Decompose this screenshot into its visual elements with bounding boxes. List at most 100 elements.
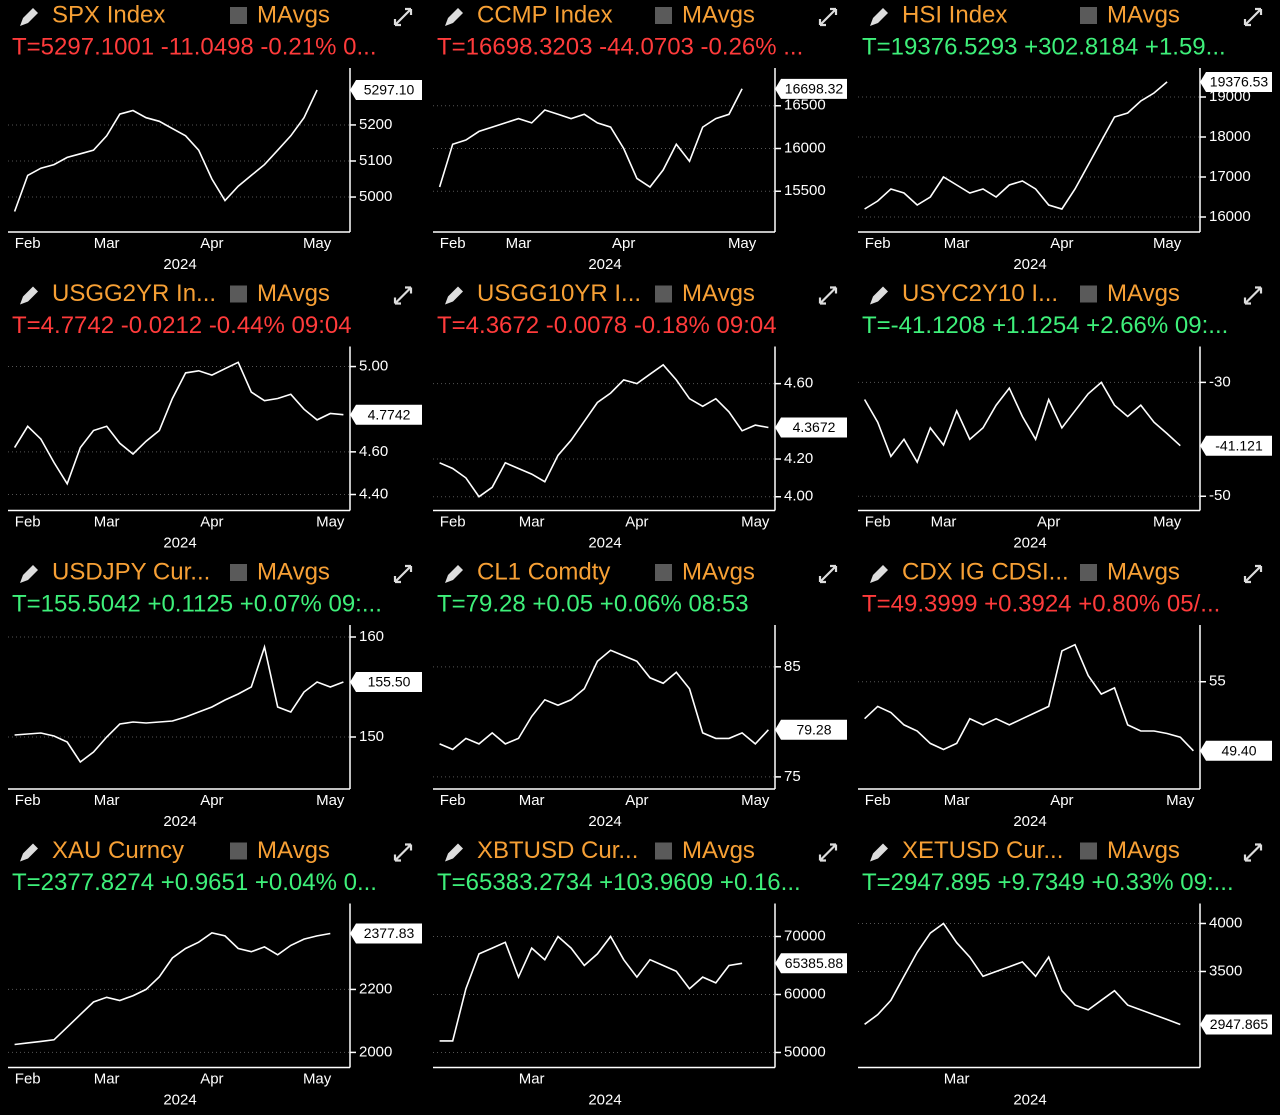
y-tick-label: 4.60	[784, 375, 813, 392]
quote-line: T=16698.3203 -44.0703 -0.26% ...	[437, 33, 803, 60]
last-price-label: 79.28	[796, 721, 831, 737]
x-tick-label: Mar	[519, 792, 545, 809]
x-tick-label: Feb	[865, 792, 891, 809]
y-tick-label: 85	[784, 658, 801, 675]
x-tick-label: Mar	[944, 792, 970, 809]
price-line	[864, 922, 1181, 1026]
price-line	[438, 88, 743, 189]
price-line	[864, 643, 1194, 752]
toggle-label[interactable]: MAvgs	[257, 837, 330, 864]
toggle-checkbox[interactable]	[230, 7, 247, 24]
toggle-checkbox[interactable]	[655, 842, 672, 860]
y-tick-label: 16000	[784, 139, 826, 156]
last-price-box	[1200, 435, 1272, 456]
expand-icon[interactable]	[818, 564, 838, 584]
toggle-label[interactable]: MAvgs	[1107, 558, 1180, 585]
toggle-checkbox[interactable]	[655, 7, 672, 24]
y-tick-label: 55	[1209, 673, 1226, 690]
panel-title: USYC2Y10 I...	[902, 280, 1058, 307]
toggle-label[interactable]: MAvgs	[1107, 837, 1180, 864]
x-axis-label: 2024	[163, 813, 196, 830]
last-price-label: 16698.32	[785, 81, 844, 97]
price-line	[439, 935, 743, 1042]
y-tick-label: 5000	[359, 188, 392, 205]
y-tick-label: 150	[359, 728, 384, 745]
toggle-checkbox[interactable]	[230, 285, 247, 303]
last-price-box	[350, 404, 422, 425]
price-line	[14, 931, 331, 1046]
price-line	[13, 361, 344, 486]
x-tick-label: Mar	[94, 1070, 120, 1087]
expand-icon[interactable]	[818, 286, 838, 305]
x-tick-label: Mar	[506, 235, 532, 252]
toggle-label[interactable]: MAvgs	[1107, 1, 1180, 28]
x-axis-label: 2024	[163, 534, 196, 551]
expand-icon[interactable]	[1243, 564, 1263, 584]
x-tick-label: Apr	[200, 513, 223, 530]
toggle-checkbox[interactable]	[230, 564, 247, 581]
panel-title: USDJPY Cur...	[52, 558, 210, 585]
panel-title: XAU Curncy	[52, 837, 184, 864]
toggle-label[interactable]: MAvgs	[682, 280, 755, 307]
y-tick-label: 70000	[784, 927, 826, 944]
y-tick-label: 18000	[1209, 128, 1251, 145]
edit-icon[interactable]	[870, 286, 888, 305]
toggle-checkbox[interactable]	[1080, 285, 1097, 303]
expand-icon[interactable]	[393, 843, 413, 862]
edit-icon[interactable]	[445, 286, 463, 305]
quote-line: T=5297.1001 -11.0498 -0.21% 0...	[12, 33, 377, 60]
panel-title: CCMP Index	[477, 1, 613, 28]
quote-line: T=19376.5293 +302.8184 +1.59...	[862, 33, 1226, 60]
toggle-label[interactable]: MAvgs	[1107, 280, 1180, 307]
toggle-checkbox[interactable]	[1080, 7, 1097, 24]
edit-icon[interactable]	[870, 8, 888, 26]
last-price-label: 4.3672	[793, 419, 836, 435]
edit-icon[interactable]	[20, 565, 38, 583]
edit-icon[interactable]	[445, 843, 463, 862]
x-tick-label: Feb	[865, 235, 891, 252]
expand-icon[interactable]	[1243, 7, 1263, 27]
last-price-box	[1200, 71, 1272, 92]
toggle-checkbox[interactable]	[230, 842, 247, 860]
toggle-label[interactable]: MAvgs	[682, 1, 755, 28]
x-tick-label: Apr	[200, 792, 223, 809]
expand-icon[interactable]	[818, 7, 838, 27]
y-tick-label: 3500	[1209, 962, 1242, 979]
x-axis-label: 2024	[163, 256, 196, 273]
expand-icon[interactable]	[393, 564, 413, 584]
expand-icon[interactable]	[393, 286, 413, 305]
edit-icon[interactable]	[20, 8, 38, 26]
x-tick-label: Apr	[1050, 235, 1073, 252]
edit-icon[interactable]	[445, 8, 463, 26]
toggle-label[interactable]: MAvgs	[682, 558, 755, 585]
x-tick-label: May	[316, 792, 345, 809]
x-tick-label: Feb	[15, 1070, 41, 1087]
edit-icon[interactable]	[20, 843, 38, 862]
y-tick-label: 16000	[1209, 208, 1251, 225]
toggle-label[interactable]: MAvgs	[257, 558, 330, 585]
expand-icon[interactable]	[393, 7, 413, 27]
edit-icon[interactable]	[445, 565, 463, 583]
expand-icon[interactable]	[1243, 843, 1263, 862]
toggle-checkbox[interactable]	[655, 285, 672, 303]
toggle-label[interactable]: MAvgs	[682, 837, 755, 864]
toggle-checkbox[interactable]	[1080, 564, 1097, 581]
toggle-checkbox[interactable]	[655, 564, 672, 581]
expand-icon[interactable]	[818, 843, 838, 862]
edit-icon[interactable]	[870, 843, 888, 862]
edit-icon[interactable]	[870, 565, 888, 583]
toggle-checkbox[interactable]	[1080, 842, 1097, 860]
last-price-box	[350, 923, 422, 944]
toggle-label[interactable]: MAvgs	[257, 1, 330, 28]
x-tick-label: May	[303, 235, 332, 252]
x-tick-label: May	[728, 235, 757, 252]
last-price-box	[775, 78, 847, 99]
toggle-label[interactable]: MAvgs	[257, 280, 330, 307]
expand-icon[interactable]	[1243, 286, 1263, 305]
x-tick-label: Feb	[15, 235, 41, 252]
y-tick-label: 15500	[784, 182, 826, 199]
x-tick-label: May	[1153, 235, 1182, 252]
x-tick-label: May	[316, 513, 345, 530]
x-tick-label: May	[1153, 513, 1182, 530]
edit-icon[interactable]	[20, 286, 38, 305]
